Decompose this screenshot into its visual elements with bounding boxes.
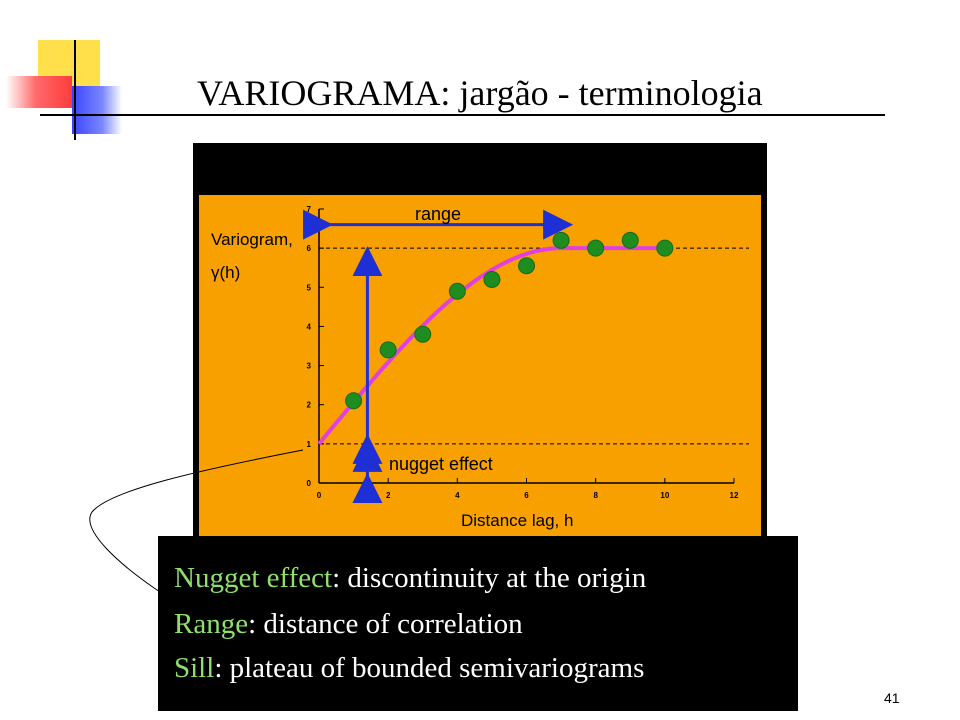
corner-red-bar xyxy=(6,76,72,108)
y-tick-label: 4 xyxy=(307,322,312,331)
x-tick-label: 0 xyxy=(317,491,322,500)
definition-text: : plateau of bounded semivariograms xyxy=(214,652,645,684)
definition-term: Sill xyxy=(174,652,215,684)
nugget-label: nugget effect xyxy=(389,454,493,474)
data-point xyxy=(483,270,501,288)
y-tick-label: 3 xyxy=(307,362,312,371)
data-point xyxy=(587,239,605,257)
corner-vertical-line xyxy=(74,40,76,140)
x-axis-label: Distance lag, h xyxy=(461,511,573,530)
x-tick-label: 2 xyxy=(386,491,391,500)
range-label: range xyxy=(415,204,461,224)
data-point xyxy=(552,231,570,249)
corner-blue-square xyxy=(72,86,122,134)
title-underline xyxy=(40,114,885,116)
y-tick-label: 7 xyxy=(307,205,312,214)
x-tick-label: 8 xyxy=(593,491,598,500)
x-tick-label: 10 xyxy=(660,491,669,500)
x-tick-label: 6 xyxy=(524,491,529,500)
y-tick-label: 1 xyxy=(307,440,312,449)
data-point xyxy=(448,282,466,300)
definition-term: Nugget effect xyxy=(174,562,333,594)
definition-text: : distance of correlation xyxy=(248,608,523,640)
data-point xyxy=(656,239,674,257)
definition-text: : discontinuity at the origin xyxy=(332,562,647,594)
definition-range: Range: distance of correlation xyxy=(174,608,523,641)
data-point xyxy=(518,257,535,275)
data-point xyxy=(379,341,397,359)
y-axis-label-line1: Variogram, xyxy=(211,230,293,249)
y-tick-label: 0 xyxy=(307,479,312,488)
data-point xyxy=(414,325,432,343)
y-tick-label: 6 xyxy=(307,244,312,253)
x-tick-label: 4 xyxy=(455,491,460,500)
y-tick-label: 2 xyxy=(307,401,312,410)
y-axis-label-line2: γ(h) xyxy=(211,263,240,282)
figure-header-band xyxy=(193,143,767,195)
definition-term: Range xyxy=(174,608,249,640)
slide-title: VARIOGRAMA: jargão - terminologia xyxy=(197,73,763,113)
x-tick-label: 12 xyxy=(730,491,739,500)
y-tick-label: 5 xyxy=(307,283,312,292)
page-number: 41 xyxy=(884,690,900,706)
definition-sill: Sill: plateau of bounded semivariograms xyxy=(174,652,644,685)
data-point xyxy=(621,231,639,249)
definitions-box: Nugget effect: discontinuity at the orig… xyxy=(158,536,798,711)
data-point xyxy=(345,392,363,410)
definition-nugget: Nugget effect: discontinuity at the orig… xyxy=(174,562,646,595)
